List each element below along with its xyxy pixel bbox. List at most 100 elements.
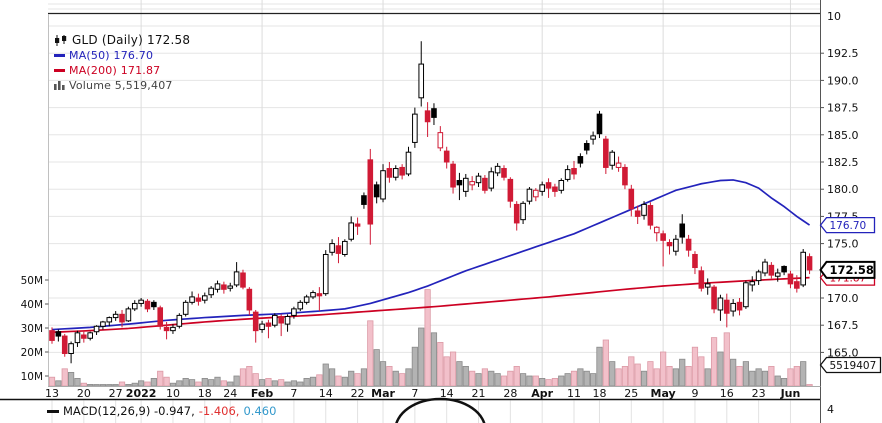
price-axis-label: 165.0 <box>827 346 859 359</box>
candle-body <box>622 166 628 186</box>
volume-axis-label: 40M <box>21 299 43 311</box>
candle-body <box>418 63 425 99</box>
candle-body <box>252 311 259 332</box>
price-axis-label: 182.5 <box>827 156 859 169</box>
volume-bar <box>717 351 724 387</box>
volume-bar <box>634 363 641 387</box>
date-axis-label: 22 <box>351 387 365 400</box>
volume-bar <box>685 365 692 387</box>
candle-body <box>322 253 329 295</box>
date-axis-label: 21 <box>472 387 486 400</box>
price-callout-value: 5519407 <box>830 360 877 372</box>
candle-body <box>462 177 469 192</box>
volume-bar <box>246 365 253 387</box>
candle-body <box>443 150 450 163</box>
candle-body <box>603 138 609 168</box>
candle-body <box>628 188 635 210</box>
candle-body <box>354 223 361 227</box>
candle-body <box>653 226 660 234</box>
candle-body <box>698 270 705 289</box>
candle-body <box>482 177 488 191</box>
volume-bar <box>564 373 571 387</box>
volume-bar <box>335 375 342 387</box>
volume-bar <box>430 332 438 387</box>
candle-body <box>392 168 399 178</box>
date-axis-label: 14 <box>440 387 454 400</box>
candle-body <box>259 323 265 331</box>
candle-body <box>81 334 87 339</box>
date-axis-label: 2022 <box>126 387 157 400</box>
candle-body <box>450 163 456 188</box>
candle-body <box>723 299 730 314</box>
candle-body <box>679 223 686 238</box>
volume-bar <box>513 365 520 387</box>
volume-bar <box>106 384 113 387</box>
volume-bar <box>399 373 406 387</box>
volume-bar <box>551 377 559 387</box>
date-axis-label: Apr <box>531 387 553 400</box>
volume-bar <box>87 383 94 387</box>
volume-bar <box>590 373 597 387</box>
volume-bar <box>297 381 304 387</box>
volume-bar <box>519 373 527 387</box>
candle-body <box>794 281 800 289</box>
volume-bar <box>456 361 463 387</box>
volume-bar <box>405 368 412 387</box>
candle-body <box>316 293 323 297</box>
volume-bar <box>418 327 425 387</box>
volume-bar <box>596 346 603 387</box>
candle-body <box>564 169 571 180</box>
candle-body <box>583 143 590 151</box>
candle-body <box>412 113 418 143</box>
candle-body <box>685 238 692 251</box>
date-axis-label: 25 <box>624 387 638 400</box>
volume-bar <box>125 383 132 387</box>
date-axis-label: Jun <box>780 387 801 400</box>
candle-body <box>692 253 698 269</box>
candle-body <box>545 182 552 189</box>
candle-body <box>272 314 278 326</box>
volume-bar <box>239 368 247 387</box>
price-axis-label: 175.0 <box>827 238 859 251</box>
volume-bar <box>61 368 68 387</box>
volume-bar <box>93 384 100 387</box>
candle-body <box>176 314 183 327</box>
volume-bar <box>163 376 170 387</box>
candle-body <box>182 301 189 315</box>
volume-bar <box>494 373 501 387</box>
candle-body <box>119 313 125 323</box>
volume-bar <box>290 380 298 387</box>
candle-body <box>74 332 81 344</box>
candle-body <box>558 179 565 191</box>
volume-bar <box>354 373 361 387</box>
date-axis-label: May <box>651 387 676 400</box>
volume-bar <box>227 381 234 387</box>
volume-bar <box>500 375 508 387</box>
candle-body <box>609 151 616 166</box>
candle-body <box>195 297 202 302</box>
volume-bar <box>258 379 266 387</box>
volume-bar <box>615 368 622 387</box>
volume-bar <box>806 384 813 387</box>
volume-bar <box>545 379 552 387</box>
volume-bar <box>698 356 705 387</box>
volume-bar <box>558 375 565 387</box>
volume-bar <box>660 351 667 387</box>
volume-bar <box>768 365 775 387</box>
volume-bar <box>74 377 81 387</box>
volume-bar <box>182 377 189 387</box>
date-axis-label: 11 <box>567 387 581 400</box>
volume-bar <box>138 380 145 387</box>
volume-bar <box>195 381 202 387</box>
date-axis-label: 10 <box>166 387 180 400</box>
volume-bar <box>679 358 686 387</box>
candle-body <box>399 166 405 176</box>
volume-bar <box>379 361 387 387</box>
candle-body <box>246 288 253 311</box>
price-callout-box <box>819 260 876 279</box>
volume-bar <box>749 370 756 387</box>
candle-body <box>87 332 93 339</box>
volume-bar <box>392 370 399 387</box>
